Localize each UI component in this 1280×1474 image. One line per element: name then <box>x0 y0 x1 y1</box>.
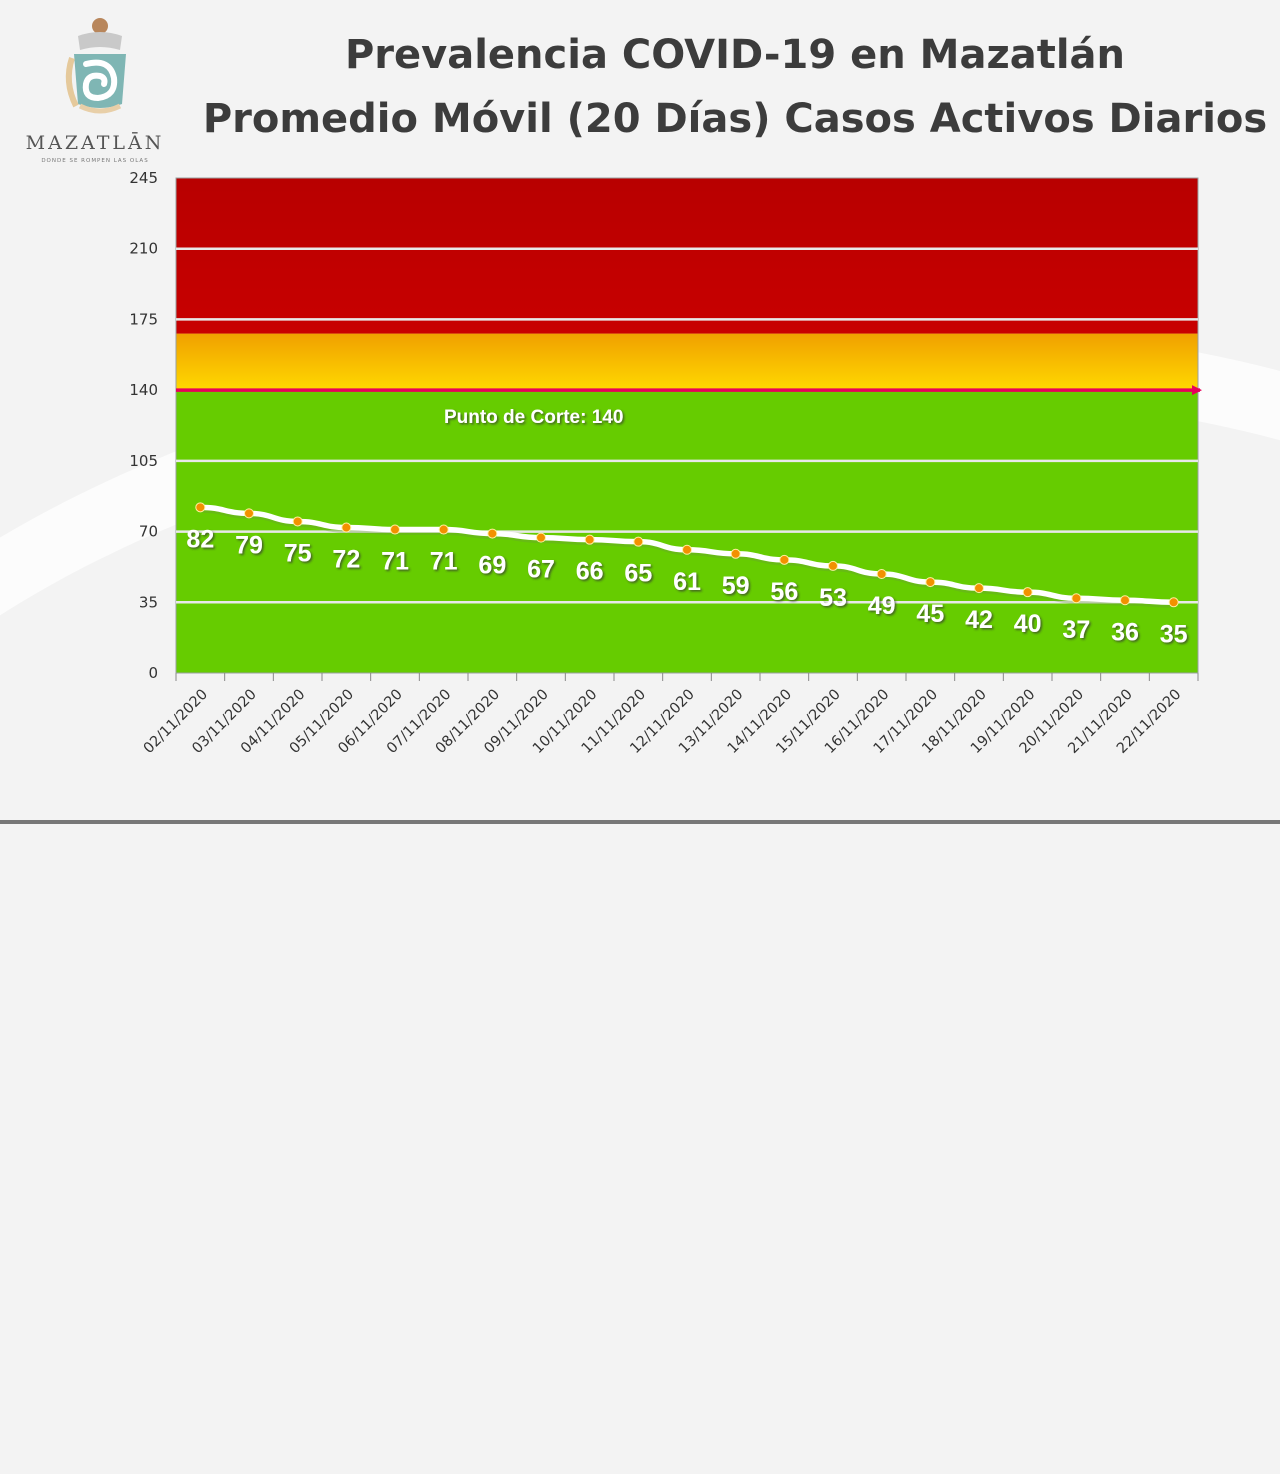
data-point <box>341 522 352 533</box>
data-label: 36 <box>1111 618 1139 646</box>
data-label: 45 <box>916 600 944 628</box>
data-label: 66 <box>576 558 604 586</box>
data-point <box>1071 593 1082 604</box>
y-tick-label: 140 <box>129 381 158 399</box>
logo-wordmark: MAZATLĀN <box>25 132 165 154</box>
data-label: 71 <box>381 548 409 576</box>
data-point <box>828 560 838 571</box>
data-point <box>390 524 400 535</box>
data-label: 69 <box>478 552 506 580</box>
data-point <box>292 516 303 527</box>
data-point <box>779 554 790 565</box>
data-label: 65 <box>624 560 652 588</box>
data-point <box>974 583 984 594</box>
yellow-zone <box>176 333 1198 391</box>
data-label: 56 <box>770 578 798 606</box>
data-label: 37 <box>1062 616 1090 644</box>
data-point <box>1120 595 1130 606</box>
chart-title-line1: Prevalencia COVID-19 en Mazatlán <box>344 32 1126 78</box>
y-tick-label: 210 <box>129 240 158 258</box>
data-point <box>244 508 254 519</box>
footer-divider <box>0 820 1280 824</box>
data-label: 61 <box>673 568 701 596</box>
data-point <box>925 577 936 588</box>
red-zone <box>176 178 1198 334</box>
data-label: 42 <box>965 606 993 634</box>
data-label: 59 <box>722 572 750 600</box>
threshold-label: Punto de Corte: 140 <box>444 407 623 428</box>
data-label: 72 <box>332 546 360 574</box>
data-label: 40 <box>1014 610 1042 638</box>
data-point <box>633 536 644 547</box>
mazatlan-logo: MAZATLĀN DONDE SE ROMPEN LAS OLAS <box>14 12 176 172</box>
data-point <box>584 534 595 545</box>
data-label: 35 <box>1160 620 1188 648</box>
data-label: 67 <box>527 556 555 584</box>
y-tick-label: 0 <box>148 664 158 682</box>
data-label: 49 <box>868 592 896 620</box>
data-label: 71 <box>430 548 458 576</box>
y-tick-label: 105 <box>129 452 158 470</box>
data-point <box>682 544 692 555</box>
data-label: 82 <box>186 525 214 553</box>
chart-title-line2: Promedio Móvil (20 Días) Casos Activos D… <box>202 96 1268 142</box>
data-point <box>536 532 546 543</box>
data-point <box>195 502 206 513</box>
data-point <box>1168 597 1179 608</box>
y-tick-label: 70 <box>139 523 158 541</box>
data-label: 53 <box>819 584 847 612</box>
data-label: 75 <box>284 539 312 567</box>
data-point <box>487 528 498 539</box>
data-point <box>438 524 449 535</box>
data-point <box>1022 587 1033 598</box>
wave-emblem-icon <box>65 18 126 114</box>
data-point <box>876 569 887 579</box>
y-tick-label: 245 <box>129 169 158 187</box>
data-point <box>730 548 741 559</box>
logo-tagline: DONDE SE ROMPEN LAS OLAS <box>41 158 149 164</box>
data-label: 79 <box>235 531 263 559</box>
plot-frame <box>175 177 1199 674</box>
y-tick-label: 35 <box>139 593 158 611</box>
y-tick-label: 175 <box>129 310 158 328</box>
